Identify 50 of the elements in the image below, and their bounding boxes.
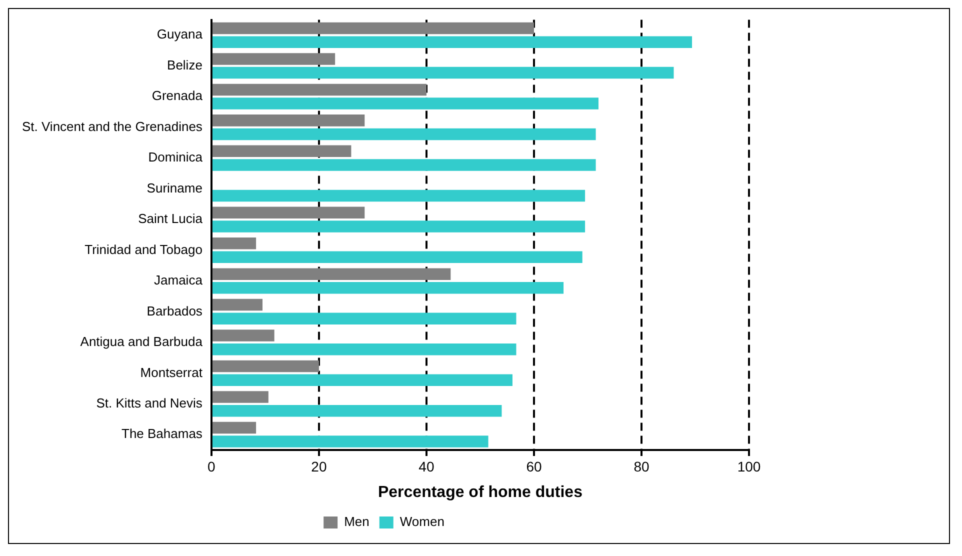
y-tick-label: Saint Lucia (138, 211, 204, 226)
y-tick-label: Montserrat (140, 364, 203, 380)
y-tick-label: Grenada (152, 88, 204, 104)
bar (212, 343, 516, 356)
y-tick-label: Guyana (156, 26, 204, 42)
bar (212, 282, 564, 294)
x-tick-label: 80 (634, 458, 650, 474)
bar (212, 374, 512, 386)
y-tick-label: St. Vincent and the Grenadines (22, 118, 203, 134)
bar (212, 330, 274, 342)
y-tick-label: Trinidad and Tobago (84, 242, 202, 257)
x-tick-label: 60 (526, 458, 542, 474)
y-tick-label: Antigua and Barbuda (80, 334, 204, 350)
bar (212, 237, 256, 250)
bar (212, 145, 352, 158)
y-tick-label: Barbados (146, 303, 203, 318)
y-tick-label: Dominica (148, 150, 204, 165)
bar (212, 422, 256, 434)
bar (212, 360, 319, 372)
bar (212, 436, 488, 448)
bar (212, 159, 596, 171)
bar (212, 298, 263, 311)
legend-label: Women (400, 514, 444, 530)
y-tick-label: Jamaica (154, 272, 204, 288)
bar (212, 268, 451, 280)
x-tick-label: 0 (208, 458, 216, 474)
x-tick-label: 20 (311, 458, 327, 474)
x-tick-label: 40 (418, 458, 434, 474)
legend-label: Men (344, 514, 370, 530)
x-axis-title: Percentage of home duties (378, 484, 583, 501)
bar (212, 190, 586, 202)
bar (212, 404, 502, 417)
bar (212, 206, 365, 218)
bar (212, 53, 336, 65)
bar (212, 22, 534, 34)
bar (212, 98, 598, 110)
y-tick-label: Belize (167, 57, 202, 72)
bar (212, 36, 692, 48)
bar (212, 391, 268, 403)
bar (212, 251, 582, 264)
bar (212, 128, 596, 140)
y-tick-label: St. Kitts and Nevis (96, 395, 203, 410)
x-tick-label: 100 (737, 458, 761, 474)
bar (212, 66, 674, 79)
y-tick-label: The Bahamas (122, 426, 203, 442)
bar (212, 312, 516, 325)
bar (212, 84, 426, 96)
bar (212, 220, 586, 232)
bar (212, 114, 365, 126)
y-tick-label: Suriname (146, 180, 202, 196)
